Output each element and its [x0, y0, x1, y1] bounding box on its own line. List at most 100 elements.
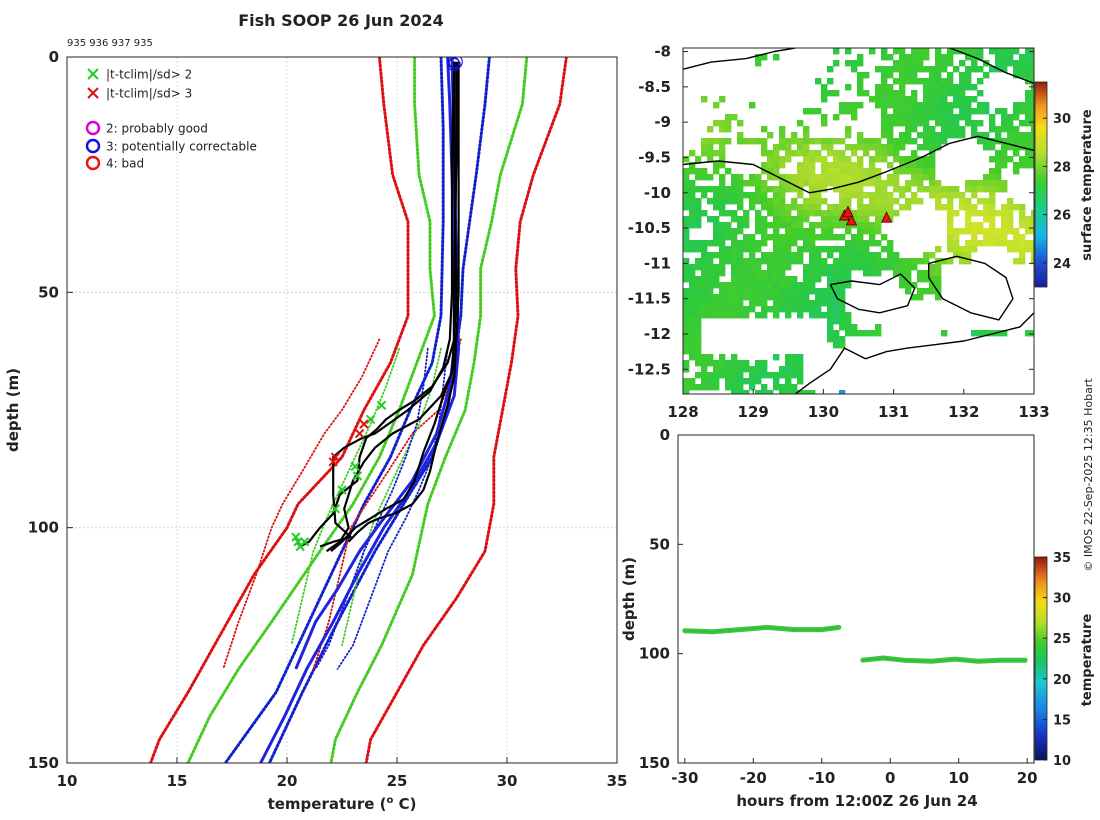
sst-pixel: [839, 234, 846, 241]
sst-pixel: [1031, 114, 1034, 121]
sst-pixel: [827, 252, 834, 259]
sst-pixel: [839, 270, 846, 277]
sst-pixel: [713, 168, 720, 175]
sst-pixel: [845, 108, 852, 115]
sst-pixel: [875, 90, 882, 97]
sst-pixel: [797, 354, 804, 361]
sst-pixel: [761, 294, 768, 301]
sst-pixel: [857, 54, 864, 61]
sst-pixel: [767, 264, 774, 271]
sst-pixel: [905, 132, 912, 139]
sst-pixel: [767, 276, 774, 283]
sst-pixel: [791, 180, 798, 187]
sst-pixel: [695, 354, 702, 361]
flag-marker-sd2: [299, 537, 310, 547]
sst-pixel: [941, 102, 948, 109]
sst-pixel: [833, 204, 840, 211]
sst-pixel: [695, 276, 702, 283]
section-y-tick-label: 150: [639, 754, 670, 772]
sst-pixel: [911, 48, 918, 55]
sst-pixel: [821, 210, 828, 217]
sst-pixel: [779, 180, 786, 187]
sst-pixel: [821, 294, 828, 301]
legend-circle-symbol: [85, 155, 101, 171]
sst-pixel: [869, 168, 876, 175]
sst-pixel: [725, 186, 732, 193]
sst-pixel: [845, 180, 852, 187]
sst-pixel: [1025, 240, 1032, 247]
sst-pixel: [899, 270, 906, 277]
sst-pixel: [929, 96, 936, 103]
sst-pixel: [689, 378, 696, 385]
sst-pixel: [803, 270, 810, 277]
sst-pixel: [893, 48, 900, 55]
sst-pixel: [905, 270, 912, 277]
sst-pixel: [935, 114, 942, 121]
sst-pixel: [797, 144, 804, 151]
sst-pixel: [767, 168, 774, 175]
sst-pixel: [725, 294, 732, 301]
sst-pixel: [761, 240, 768, 247]
sst-pixel: [695, 384, 702, 391]
sst-pixel: [725, 300, 732, 307]
flag-marker-sd2: [337, 485, 347, 495]
sst-pixel: [1007, 156, 1014, 163]
sst-pixel: [701, 174, 708, 181]
sst-pixel: [743, 264, 750, 271]
sst-pixel: [989, 144, 996, 151]
flag-x-stroke: [350, 461, 360, 472]
sst-pixel: [947, 198, 954, 205]
sst-pixel: [743, 216, 750, 223]
sst-pixel: [857, 246, 864, 253]
sst-pixel: [1007, 228, 1014, 235]
sst-pixel: [809, 312, 816, 319]
sst-pixel: [965, 102, 972, 109]
sst-pixel: [947, 48, 954, 55]
x-tick-label: 15: [167, 772, 188, 790]
sst-pixel: [1025, 216, 1032, 223]
sst-pixel: [683, 240, 690, 247]
sst-pixel: [1001, 228, 1008, 235]
sst-pixel: [833, 180, 840, 187]
sst-pixel: [785, 258, 792, 265]
sst-pixel: [875, 270, 882, 277]
sst-pixel: [791, 216, 798, 223]
sst-pixel: [725, 126, 732, 133]
sst-pixel: [965, 114, 972, 121]
sst-pixel: [941, 108, 948, 115]
coastline: [949, 48, 1034, 84]
sst-pixel: [803, 210, 810, 217]
sst-pixel: [719, 300, 726, 307]
sst-pixel: [881, 132, 888, 139]
sst-pixel: [743, 306, 750, 313]
sst-pixel: [899, 78, 906, 85]
sst-pixel: [701, 306, 708, 313]
sst-pixel: [791, 354, 798, 361]
sst-pixel: [779, 162, 786, 169]
sst-pixel: [845, 102, 852, 109]
sst-pixel: [1031, 72, 1034, 79]
sst-pixel: [761, 366, 768, 373]
y-tick-label: 100: [28, 519, 59, 537]
sst-pixel: [1031, 156, 1034, 163]
sst-pixel: [923, 174, 930, 181]
sst-pixel: [689, 288, 696, 295]
sst-pixel: [893, 108, 900, 115]
sst-pixel: [773, 192, 780, 199]
sst-pixel: [731, 198, 738, 205]
sst-pixel: [707, 126, 714, 133]
sst-pixel: [965, 246, 972, 253]
sst-pixel: [1025, 144, 1032, 151]
sst-pixel: [941, 54, 948, 61]
sst-pixel: [875, 252, 882, 259]
sst-pixel: [803, 288, 810, 295]
sst-pixel: [911, 156, 918, 163]
sst-pixel: [767, 234, 774, 241]
sst-pixel: [893, 120, 900, 127]
sst-pixel: [929, 264, 936, 271]
sst-pixel: [947, 84, 954, 91]
map-x-tick-label: 130: [808, 403, 839, 421]
sst-pixel: [863, 204, 870, 211]
sst-pixel: [773, 306, 780, 313]
sst-pixel: [905, 258, 912, 265]
